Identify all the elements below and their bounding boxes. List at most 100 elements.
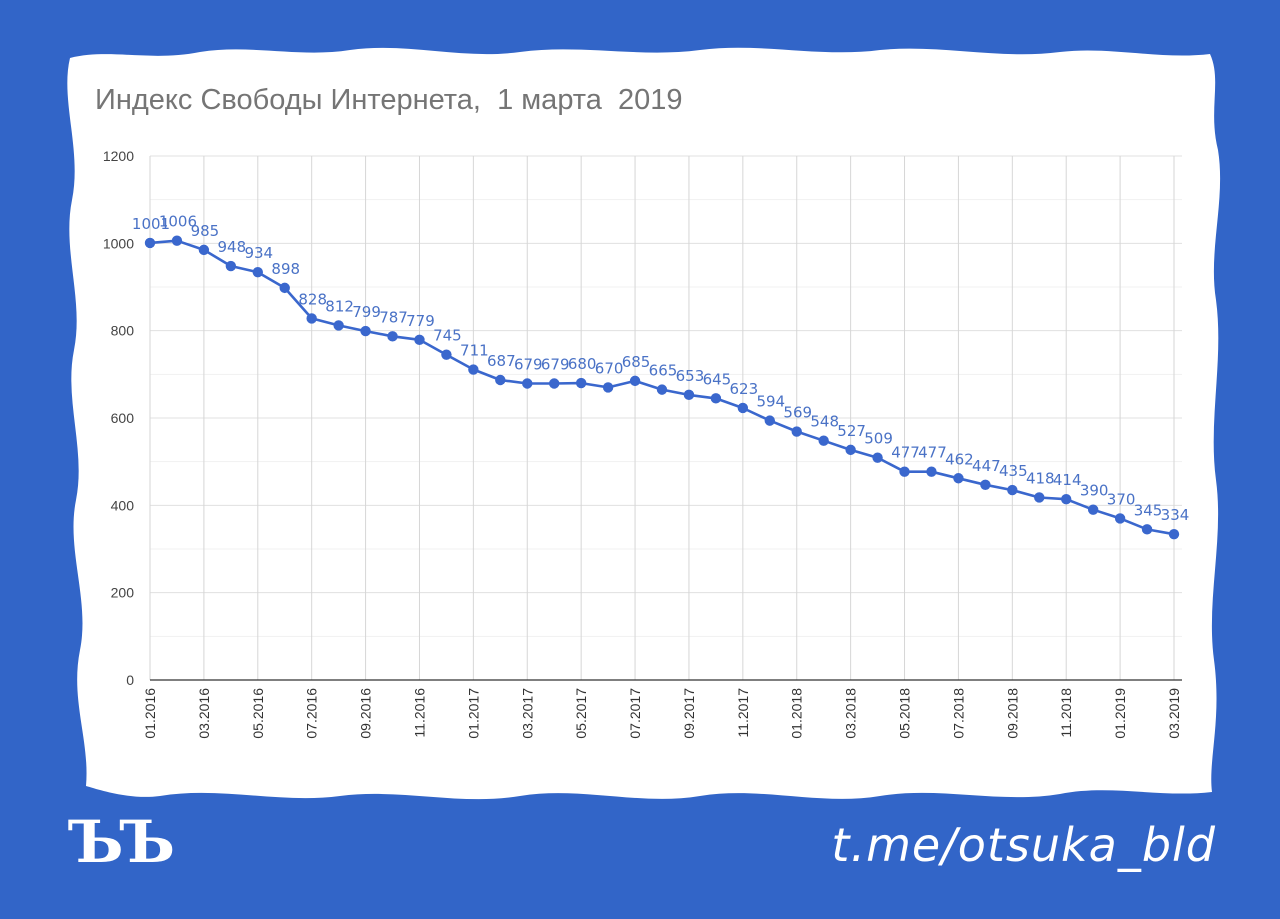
data-point: [899, 466, 910, 477]
chart-title: Индекс Свободы Интернета, 1 марта 2019: [95, 84, 683, 116]
data-point: [845, 444, 856, 456]
data-label: 345: [1134, 501, 1163, 519]
data-point: [953, 473, 964, 484]
data-label: 679: [541, 356, 570, 374]
data-point: [1141, 524, 1153, 535]
x-tick-label: 07.2016: [304, 688, 320, 739]
data-label: 934: [244, 244, 273, 262]
data-label: 477: [918, 444, 947, 462]
data-point: [1168, 528, 1180, 540]
data-label: 670: [595, 359, 624, 377]
data-point: [495, 374, 506, 386]
data-point: [1087, 504, 1099, 515]
data-point: [198, 244, 210, 256]
data-point: [1114, 513, 1126, 524]
x-tick-label: 01.2018: [789, 688, 805, 739]
data-point: [1034, 492, 1045, 503]
y-tick-label: 200: [111, 585, 135, 601]
x-tick-label: 05.2017: [573, 688, 589, 739]
y-tick-label: 600: [111, 410, 135, 426]
y-tick-label: 1000: [103, 235, 134, 251]
data-label: 828: [298, 290, 327, 308]
data-label: 418: [1026, 469, 1055, 487]
data-point: [225, 260, 237, 272]
data-label: 948: [218, 238, 247, 256]
data-label: 787: [379, 308, 408, 326]
data-point: [764, 415, 775, 426]
data-point: [575, 377, 587, 389]
data-label: 462: [945, 450, 974, 468]
data-label: 679: [514, 356, 543, 374]
data-point: [360, 325, 371, 337]
data-point: [656, 384, 668, 395]
x-tick-label: 11.2017: [735, 688, 751, 738]
paper-background: [67, 47, 1221, 800]
data-label: 334: [1161, 506, 1190, 524]
data-point: [710, 393, 722, 404]
data-label: 447: [972, 457, 1001, 475]
data-point: [387, 331, 398, 342]
data-label: 548: [810, 413, 839, 431]
data-point: [441, 349, 452, 360]
x-tick-label: 03.2016: [196, 688, 212, 739]
data-points: [144, 235, 1180, 540]
data-label: 1001: [132, 215, 170, 233]
data-label: 812: [325, 297, 354, 315]
data-point: [926, 466, 937, 477]
data-label: 435: [999, 462, 1028, 480]
x-tick-label: 09.2018: [1004, 688, 1020, 739]
data-point: [602, 382, 614, 393]
data-label: 711: [460, 342, 489, 360]
data-label: 779: [406, 312, 435, 330]
x-tick-label: 11.2018: [1058, 688, 1074, 738]
data-point: [306, 313, 317, 324]
data-label: 1006: [159, 213, 197, 231]
data-point: [872, 452, 883, 463]
data-point: [818, 435, 829, 446]
data-label: 370: [1107, 490, 1136, 508]
data-point: [1061, 494, 1072, 505]
data-point: [144, 237, 156, 249]
data-label: 390: [1080, 482, 1109, 500]
data-label: 898: [271, 260, 300, 278]
data-label: 527: [837, 422, 866, 440]
data-label: 685: [622, 353, 651, 371]
data-point: [629, 375, 641, 387]
x-tick-label: 07.2017: [627, 688, 643, 739]
data-label: 799: [352, 303, 381, 321]
x-tick-label: 01.2017: [465, 688, 481, 739]
data-point: [468, 364, 479, 375]
data-point: [737, 402, 749, 414]
x-tick-label: 03.2017: [519, 688, 535, 739]
data-label: 745: [433, 327, 462, 345]
data-point: [549, 378, 560, 389]
data-label: 477: [891, 444, 920, 462]
data-label: 665: [649, 362, 678, 380]
y-tick-label: 1200: [103, 148, 134, 164]
x-tick-label: 05.2018: [897, 688, 913, 739]
data-label: 623: [730, 380, 759, 398]
data-point: [683, 389, 695, 401]
channel-link[interactable]: t.me/otsuka_bld: [831, 818, 1216, 872]
data-label: 414: [1053, 471, 1082, 489]
y-tick-label: 400: [111, 497, 135, 513]
data-point: [279, 282, 290, 294]
data-point: [522, 378, 533, 389]
y-tick-label: 0: [126, 672, 134, 688]
data-point: [1007, 484, 1018, 496]
data-label: 985: [191, 222, 220, 240]
x-axis-ticks: 01.2016 03.2016 05.2016 07.2016 09.2016 11.20…: [142, 688, 1182, 739]
data-label: 687: [487, 352, 516, 370]
data-point: [791, 426, 802, 437]
y-tick-label: 800: [111, 323, 135, 339]
data-label: 645: [703, 370, 732, 388]
x-tick-label: 09.2016: [358, 688, 374, 739]
data-point: [171, 235, 183, 246]
data-point: [333, 320, 344, 331]
data-point: [980, 479, 991, 491]
x-tick-label: 11.2016: [411, 688, 427, 738]
data-point: [414, 334, 425, 346]
